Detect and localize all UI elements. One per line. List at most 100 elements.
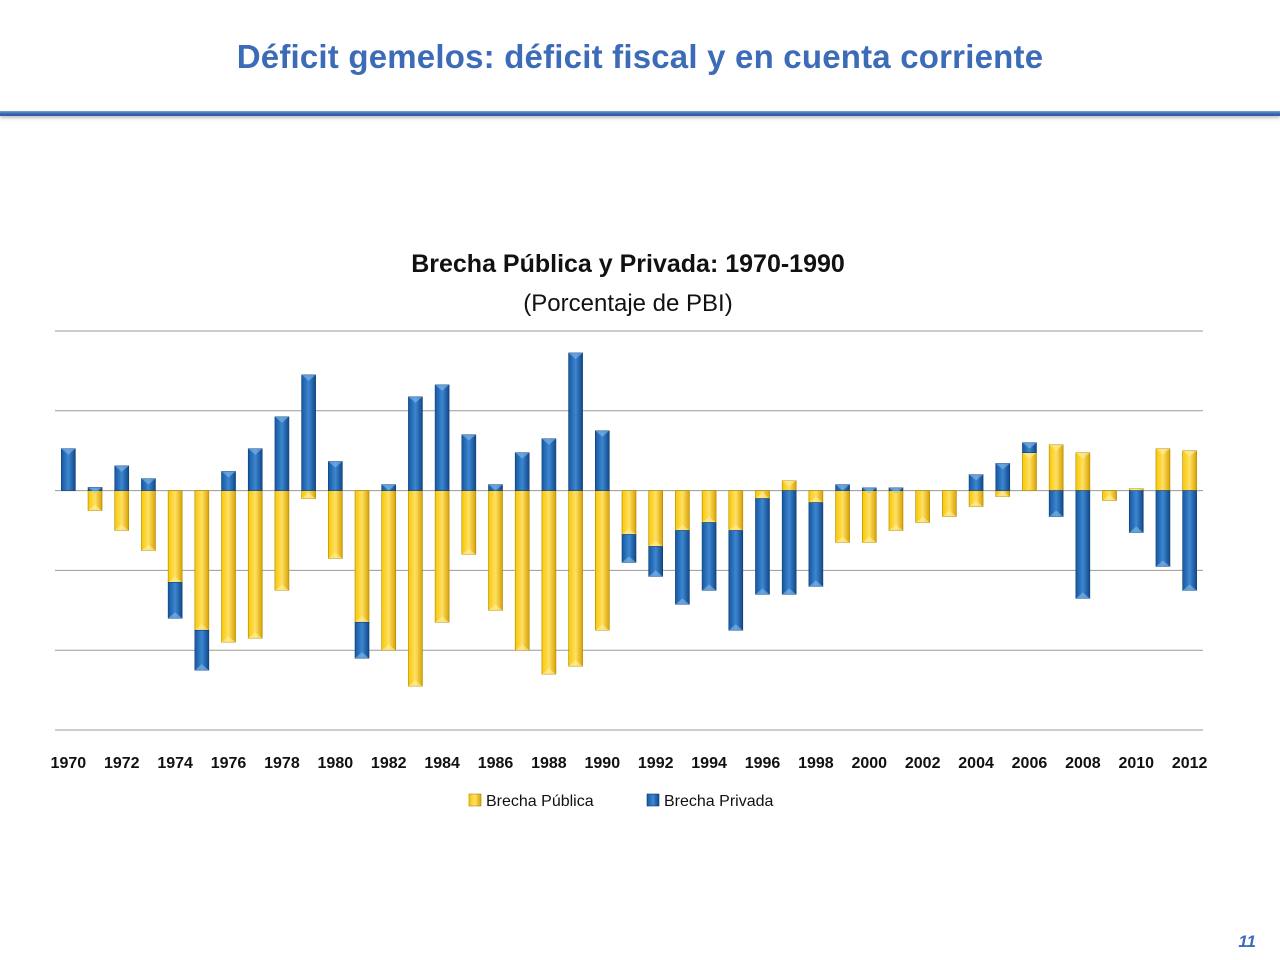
bar-brecha-privada-bevel-1972 [114, 465, 129, 472]
bar-brecha-privada-bevel-1983 [408, 396, 423, 403]
bar-brecha-publica-bevel-1990 [595, 624, 610, 631]
x-tick-labels: 1970 1972 1974 1976 1978 1980 1982 1984 1986 1988… [51, 755, 1208, 772]
bar-brecha-publica-bevel-1993 [675, 524, 690, 531]
bar-brecha-publica-bevel-1978 [274, 584, 289, 591]
bar-brecha-publica-bevel-1985 [461, 548, 476, 555]
page-number: 11 [1238, 932, 1256, 951]
bar-brecha-privada-1990 [595, 430, 610, 491]
bar-brecha-publica-bevel-2002 [915, 516, 930, 523]
bar-brecha-publica-1977 [247, 490, 263, 639]
x-tick-label: 1970 [51, 755, 87, 772]
x-tick-label: 1982 [371, 755, 407, 772]
bar-brecha-publica-bevel-1979 [301, 492, 316, 499]
bar-brecha-publica-bevel-1971 [88, 504, 103, 511]
x-tick-label: 1990 [585, 755, 621, 772]
bar-brecha-publica-1982 [381, 490, 397, 651]
x-tick-label: 2004 [958, 755, 994, 772]
bar-brecha-privada-bevel-1982 [381, 484, 396, 491]
bar-brecha-privada-bevel-1970 [61, 448, 76, 455]
bar-brecha-privada-bevel-2004 [969, 474, 984, 481]
bar-brecha-publica-bevel-1998 [808, 496, 823, 503]
bar-brecha-publica-1990 [595, 490, 610, 631]
bar-brecha-privada-bevel-2005 [995, 463, 1010, 470]
x-tick-label: 1980 [318, 755, 354, 772]
bar-brecha-publica-bevel-1999 [835, 536, 850, 543]
bar-brecha-publica-bevel-1980 [328, 552, 343, 559]
x-tick-label: 1972 [104, 755, 140, 772]
bar-brecha-privada-bevel-2000 [862, 487, 877, 494]
bar-brecha-privada-bevel-1979 [301, 374, 316, 381]
bar-brecha-privada-bevel-1996 [755, 588, 770, 595]
bar-brecha-privada-bevel-1974 [168, 612, 183, 619]
bar-brecha-privada-1993 [675, 530, 690, 605]
bar-brecha-publica-bevel-2000 [862, 536, 877, 543]
bar-brecha-privada-bevel-1989 [568, 352, 583, 359]
bar-brecha-privada-bevel-2008 [1075, 592, 1090, 599]
bar-brecha-publica-bevel-2005 [995, 490, 1010, 497]
bar-brecha-publica-bevel-2004 [969, 500, 984, 507]
legend-swatch-publica [468, 793, 482, 807]
bar-brecha-publica-1989 [568, 490, 583, 667]
bar-brecha-publica-1988 [541, 490, 557, 675]
bar-brecha-privada-bevel-2011 [1155, 560, 1170, 567]
bar-brecha-privada-1988 [541, 438, 557, 491]
bar-brecha-publica-1978 [274, 490, 290, 591]
bar-brecha-privada-1983 [408, 396, 423, 491]
bar-brecha-privada-bevel-1994 [702, 584, 717, 591]
bar-brecha-privada-1994 [701, 522, 717, 591]
x-tick-label: 1988 [531, 755, 567, 772]
bar-brecha-privada-1996 [755, 498, 770, 595]
bar-brecha-publica-bevel-2008 [1075, 452, 1090, 459]
bar-brecha-publica-bevel-1981 [355, 616, 370, 623]
bar-brecha-publica-bevel-1973 [141, 544, 156, 551]
x-tick-label: 2008 [1065, 755, 1101, 772]
bar-brecha-publica-bevel-1977 [248, 632, 263, 639]
bar-brecha-publica-1999 [835, 490, 850, 543]
x-tick-label: 1974 [157, 755, 193, 772]
bar-brecha-publica-bevel-1994 [702, 516, 717, 523]
legend-swatch-privada [646, 793, 660, 807]
chart-subtitle: (Porcentaje de PBI) [523, 290, 732, 317]
bar-brecha-publica-1974 [167, 490, 183, 583]
bar-brecha-privada-bevel-1992 [648, 570, 663, 577]
legend-label-privada: Brecha Privada [664, 793, 773, 810]
bar-brecha-publica-bevel-1976 [221, 636, 236, 643]
bar-brecha-publica-1976 [221, 490, 236, 643]
bar-brecha-publica-bevel-1984 [435, 616, 450, 623]
slide-title: Déficit gemelos: déficit fiscal y en cue… [236, 38, 1044, 75]
bar-brecha-publica-bevel-1987 [515, 644, 530, 651]
bar-brecha-privada-bevel-1993 [675, 598, 690, 605]
bar-brecha-privada-2011 [1155, 490, 1171, 567]
bar-brecha-privada-1989 [568, 352, 583, 491]
bar-brecha-privada-bevel-1986 [488, 484, 503, 491]
x-tick-label: 1994 [691, 755, 727, 772]
bar-brecha-privada-bevel-1975 [194, 664, 209, 671]
bar-brecha-privada-bevel-1978 [274, 416, 289, 423]
bar-brecha-privada-1978 [274, 416, 290, 491]
bar-brecha-publica-bevel-2001 [888, 524, 903, 531]
bar-brecha-privada-bevel-1990 [595, 430, 610, 437]
bar-brecha-publica-bevel-1991 [622, 528, 636, 535]
bar-brecha-privada-1984 [434, 384, 450, 491]
bar-brecha-privada-bevel-2001 [888, 487, 903, 494]
bar-brecha-privada-bevel-1999 [835, 484, 850, 491]
bar-brecha-publica-bevel-1997 [782, 480, 797, 487]
bar-brecha-privada-bevel-2006 [1022, 442, 1037, 449]
bar-brecha-privada-bevel-2012 [1182, 584, 1197, 591]
bar-brecha-publica-bevel-2011 [1155, 448, 1170, 455]
bar-brecha-privada-bevel-1997 [782, 588, 797, 595]
bar-brecha-publica-1992 [648, 490, 663, 547]
x-tick-label: 2006 [1012, 755, 1048, 772]
x-tick-label: 1996 [745, 755, 781, 772]
legend: Brecha Pública Brecha Privada [468, 793, 773, 810]
x-tick-label: 2012 [1172, 755, 1208, 772]
bar-brecha-publica-bevel-1983 [408, 680, 423, 687]
bar-brecha-publica-1973 [141, 490, 156, 551]
legend-label-publica: Brecha Pública [486, 793, 594, 810]
bar-brecha-publica-1991 [621, 490, 637, 535]
x-tick-label: 2010 [1118, 755, 1154, 772]
bar-brecha-privada-bevel-1973 [141, 478, 156, 485]
bar-brecha-publica-1985 [461, 490, 477, 555]
bar-brecha-privada-bevel-1971 [88, 487, 103, 494]
